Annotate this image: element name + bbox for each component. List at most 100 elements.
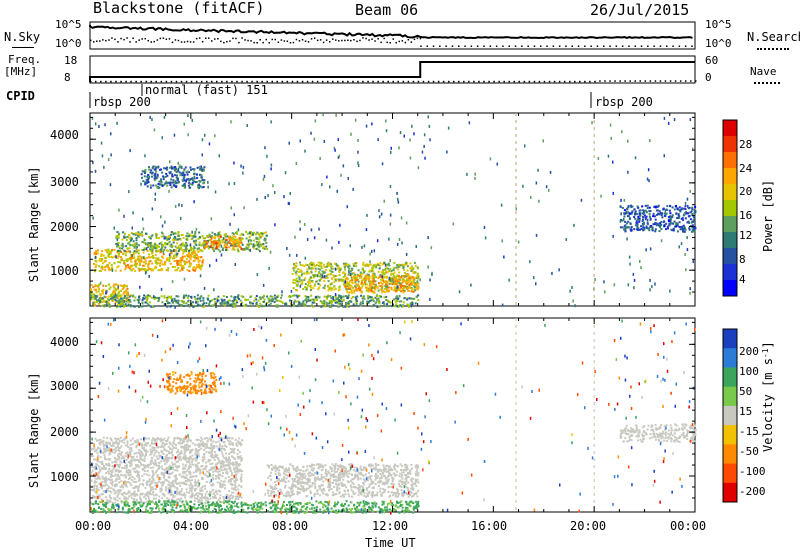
- echo-cell: [226, 499, 229, 502]
- echo-cell: [174, 249, 177, 251]
- echo-cell: [142, 268, 145, 271]
- echo-cell: [185, 247, 188, 250]
- nave-dot: [206, 80, 208, 83]
- echo-cell: [168, 253, 171, 257]
- echo-cell: [624, 228, 627, 231]
- echo-cell: [416, 287, 419, 290]
- echo-cell: [401, 280, 404, 283]
- echo-cell: [127, 303, 130, 306]
- echo-cell: [186, 269, 189, 271]
- echo-cell: [94, 260, 97, 262]
- echo-cell: [135, 500, 138, 503]
- echo-cell: [198, 448, 201, 451]
- echo-cell: [259, 236, 262, 239]
- echo-cell: [197, 453, 200, 455]
- echo-cell: [136, 471, 139, 474]
- echo-cell: [176, 493, 179, 496]
- cpid-segment-label: rbsp 200: [595, 95, 653, 109]
- echo-cell: [403, 279, 406, 282]
- echo-cell: [237, 464, 240, 467]
- echo-cell: [214, 190, 217, 194]
- echo-cell: [263, 245, 266, 248]
- echo-cell: [308, 267, 311, 270]
- echo-cell: [355, 283, 358, 286]
- echo-cell: [327, 285, 330, 288]
- echo-cell: [103, 300, 106, 303]
- echo-cell: [270, 298, 273, 301]
- nsearch-dot: [256, 42, 258, 44]
- echo-cell: [193, 240, 196, 243]
- echo-cell: [338, 299, 340, 302]
- echo-cell: [348, 267, 350, 270]
- echo-cell: [305, 288, 308, 291]
- echo-cell: [360, 291, 363, 294]
- cpid-segment-label: normal (fast) 151: [145, 83, 268, 97]
- nave-dot: [135, 80, 137, 83]
- echo-cell: [141, 170, 144, 173]
- echo-cell: [375, 266, 378, 269]
- echo-cell: [199, 493, 202, 495]
- echo-cell: [284, 302, 286, 305]
- echo-cell: [116, 305, 118, 308]
- echo-cell: [172, 468, 175, 471]
- echo-cell: [158, 467, 161, 470]
- echo-cell: [266, 301, 268, 304]
- echo-cell: [342, 299, 345, 302]
- echo-cell: [328, 263, 331, 266]
- echo-cell: [376, 287, 379, 290]
- echo-cell: [650, 225, 652, 228]
- echo-cell: [211, 231, 214, 234]
- echo-cell: [234, 495, 237, 498]
- echo-cell: [138, 268, 141, 271]
- echo-cell: [291, 294, 294, 297]
- echo-cell: [166, 440, 169, 443]
- echo-cell: [193, 494, 196, 497]
- echo-cell: [149, 444, 152, 447]
- echo-cell: [334, 279, 337, 282]
- echo-cell: [161, 255, 163, 258]
- echo-cell: [659, 222, 662, 225]
- echo-cell: [684, 252, 686, 256]
- echo-cell: [247, 243, 250, 246]
- echo-cell: [171, 299, 173, 302]
- echo-cell: [175, 184, 178, 187]
- echo-cell: [130, 456, 133, 458]
- echo-cell: [232, 461, 235, 464]
- echo-cell: [147, 246, 150, 248]
- echo-cell: [256, 231, 259, 234]
- echo-cell: [242, 165, 245, 169]
- echo-cell: [323, 302, 325, 304]
- nave-dot: [105, 80, 107, 83]
- echo-cell: [148, 295, 151, 298]
- echo-cell: [185, 491, 188, 494]
- echo-cell: [166, 296, 169, 299]
- echo-cell: [115, 463, 118, 466]
- echo-cell: [368, 279, 371, 282]
- echo-cell: [642, 226, 645, 229]
- echo-cell: [97, 284, 100, 287]
- echo-cell: [225, 301, 228, 304]
- nave-dot: [236, 80, 238, 83]
- nsearch-dot: [217, 38, 219, 40]
- echo-cell: [117, 261, 120, 263]
- echo-cell: [221, 239, 224, 242]
- echo-cell: [205, 302, 208, 305]
- echo-cell: [90, 284, 93, 286]
- echo-cell: [619, 226, 622, 229]
- nsearch-dot: [262, 41, 264, 44]
- echo-cell: [380, 285, 383, 288]
- velocity-y-tick: 3000: [50, 379, 79, 393]
- nsearch-dot: [180, 41, 183, 43]
- echo-cell: [145, 497, 147, 500]
- echo-cell: [410, 290, 413, 293]
- echo-cell: [154, 488, 157, 490]
- echo-cell: [237, 463, 240, 465]
- echo-cell: [155, 259, 158, 262]
- echo-cell: [545, 185, 548, 189]
- echo-cell: [250, 243, 253, 246]
- echo-cell: [231, 448, 234, 451]
- echo-cell: [642, 209, 645, 212]
- echo-cell: [114, 474, 117, 477]
- echo-cell: [402, 286, 405, 289]
- echo-cell: [268, 297, 271, 300]
